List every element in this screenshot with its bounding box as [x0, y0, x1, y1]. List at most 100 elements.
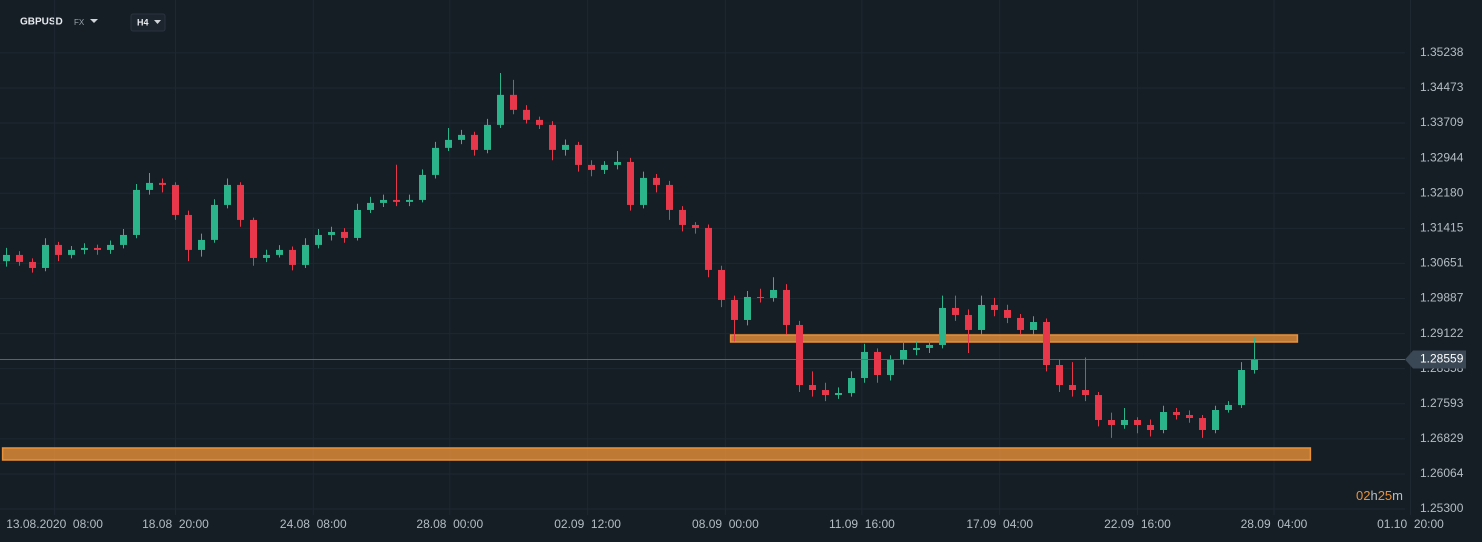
candle-body	[250, 219, 257, 258]
candle-body	[510, 94, 517, 110]
candle-body	[380, 199, 387, 203]
candle-body	[172, 184, 179, 215]
candle-body	[120, 234, 127, 245]
candle-body	[679, 209, 686, 225]
timeframe-dropdown[interactable]	[154, 20, 161, 24]
x-tick-label: 28.09 04:00	[1241, 517, 1308, 531]
candle-body	[965, 314, 972, 330]
candle-body	[1004, 309, 1011, 318]
candle-body	[523, 109, 530, 120]
candle-body	[497, 94, 504, 125]
price-marker	[1405, 350, 1466, 369]
y-tick-label: 1.31415	[1420, 221, 1464, 235]
y-tick-label: 1.29887	[1420, 291, 1464, 305]
symbol-dropdown[interactable]	[90, 19, 98, 23]
candle-body	[1134, 419, 1141, 425]
y-tick-label: 1.26829	[1420, 431, 1464, 445]
candle-body	[484, 124, 491, 150]
candle-body	[1147, 424, 1154, 430]
candle-body	[289, 249, 296, 265]
plot	[0, 72, 1405, 461]
market: FX	[74, 18, 85, 27]
candle-body	[341, 231, 348, 238]
candle-body	[1017, 317, 1024, 330]
timeframe-button[interactable]	[130, 13, 166, 32]
x-tick-label: 17.09 04:00	[966, 517, 1033, 531]
candle-body	[809, 385, 816, 391]
candle-body	[536, 119, 543, 125]
price-label: 1.28559	[1420, 352, 1464, 366]
candle-body	[237, 184, 244, 220]
candle-body	[1238, 370, 1245, 405]
candle-body	[562, 144, 569, 150]
candle-body	[133, 189, 140, 235]
candle-body	[705, 227, 712, 270]
candle-body	[367, 202, 374, 210]
grid	[0, 0, 1411, 515]
x-tick-label: 13.08.2020 08:00	[6, 517, 103, 531]
candle-body	[94, 247, 101, 250]
y-tick-label: 1.32180	[1420, 185, 1464, 199]
candle-body	[978, 304, 985, 330]
candle-body	[1173, 412, 1180, 415]
candle-body	[770, 289, 777, 298]
candle-body	[16, 254, 23, 262]
candle-body	[692, 224, 699, 228]
candle-body	[822, 390, 829, 396]
candle-body	[107, 244, 114, 250]
candle-body	[913, 347, 920, 350]
candle-body	[627, 161, 634, 205]
countdown-minutes: 25	[1378, 488, 1392, 503]
candle-body	[861, 351, 868, 378]
candle-body	[276, 249, 283, 255]
y-tick-label: 1.34473	[1420, 80, 1464, 94]
candle-body	[432, 147, 439, 175]
candle-body	[471, 134, 478, 150]
y-tick-label: 1.29122	[1420, 326, 1464, 340]
countdown: 02h25m	[1356, 488, 1403, 503]
candle-body	[1095, 395, 1102, 420]
candle-body	[68, 249, 75, 255]
y-tick-label: 1.27593	[1420, 396, 1464, 410]
candle-body	[744, 296, 751, 320]
candle-body	[263, 254, 270, 258]
candle-body	[445, 139, 452, 148]
timeframe[interactable]: H4	[137, 17, 149, 27]
candle-body	[42, 244, 49, 268]
candle-body	[3, 254, 10, 262]
candle-body	[1199, 418, 1206, 430]
candle-body	[406, 199, 413, 202]
candle-body	[887, 359, 894, 376]
countdown-m: m	[1392, 488, 1403, 503]
candle-body	[1108, 419, 1115, 425]
candle-body	[1251, 359, 1258, 371]
candle-body	[731, 299, 738, 320]
candle-body	[926, 344, 933, 348]
axes: 1.35238 1.34473 1.33709 1.32944 1.32180 1.314…	[6, 45, 1466, 531]
candle-body	[575, 144, 582, 165]
candle-body	[1069, 385, 1076, 391]
candle-body	[185, 214, 192, 250]
candle-body	[1030, 321, 1037, 330]
candle-body	[55, 244, 62, 255]
x-tick-label: 22.09 16:00	[1104, 517, 1171, 531]
symbol[interactable]: GBPUSD	[20, 17, 63, 28]
zone	[1, 447, 1312, 461]
candle-body	[939, 307, 946, 345]
x-tick-label: 24.08 08:00	[280, 517, 347, 531]
candle-body	[783, 289, 790, 325]
candle-body	[393, 199, 400, 202]
zone	[729, 334, 1299, 343]
y-tick-label: 1.35238	[1420, 45, 1464, 59]
x-tick-label: 01.10 20:00	[1377, 517, 1444, 531]
candle-body	[81, 247, 88, 250]
candle-body	[653, 177, 660, 185]
x-tick-label: 18.08 20:00	[142, 517, 209, 531]
candle-body	[796, 324, 803, 386]
candle-body	[1225, 404, 1232, 410]
candle-body	[419, 174, 426, 200]
x-tick-label: 11.09 16:00	[829, 517, 895, 531]
candle-body	[640, 177, 647, 205]
candle-body	[991, 304, 998, 310]
